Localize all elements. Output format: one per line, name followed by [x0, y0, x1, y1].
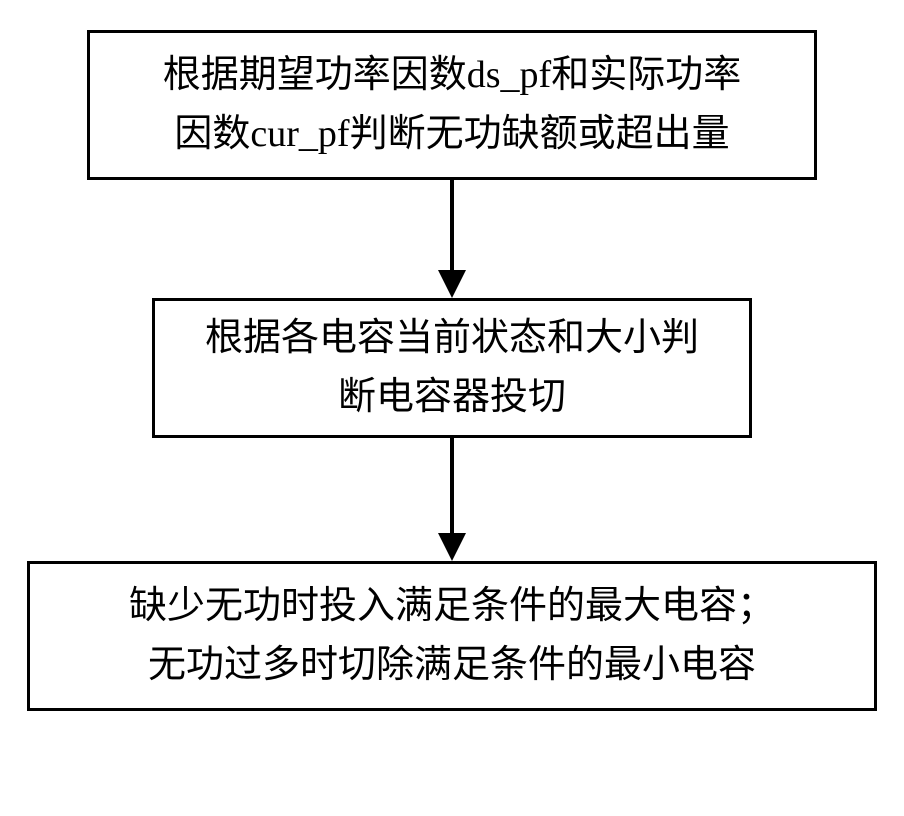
arrow-2-line — [450, 438, 454, 533]
arrow-2-head — [438, 533, 466, 561]
flow-node-3: 缺少无功时投入满足条件的最大电容； 无功过多时切除满足条件的最小电容 — [27, 561, 877, 711]
arrow-1 — [438, 180, 466, 298]
flow-node-2: 根据各电容当前状态和大小判 断电容器投切 — [152, 298, 752, 438]
node-1-line-2: 因数cur_pf判断无功缺额或超出量 — [174, 105, 729, 164]
node-2-line-1: 根据各电容当前状态和大小判 — [205, 309, 699, 368]
arrow-2 — [438, 438, 466, 561]
arrow-1-head — [438, 270, 466, 298]
node-1-line-1: 根据期望功率因数ds_pf和实际功率 — [163, 46, 741, 105]
node-3-line-1: 缺少无功时投入满足条件的最大电容； — [129, 577, 775, 636]
node-3-line-2: 无功过多时切除满足条件的最小电容 — [148, 636, 756, 695]
flow-node-1: 根据期望功率因数ds_pf和实际功率 因数cur_pf判断无功缺额或超出量 — [87, 30, 817, 180]
flowchart-container: 根据期望功率因数ds_pf和实际功率 因数cur_pf判断无功缺额或超出量 根据… — [0, 30, 904, 711]
arrow-1-line — [450, 180, 454, 270]
node-2-line-2: 断电容器投切 — [338, 368, 566, 427]
